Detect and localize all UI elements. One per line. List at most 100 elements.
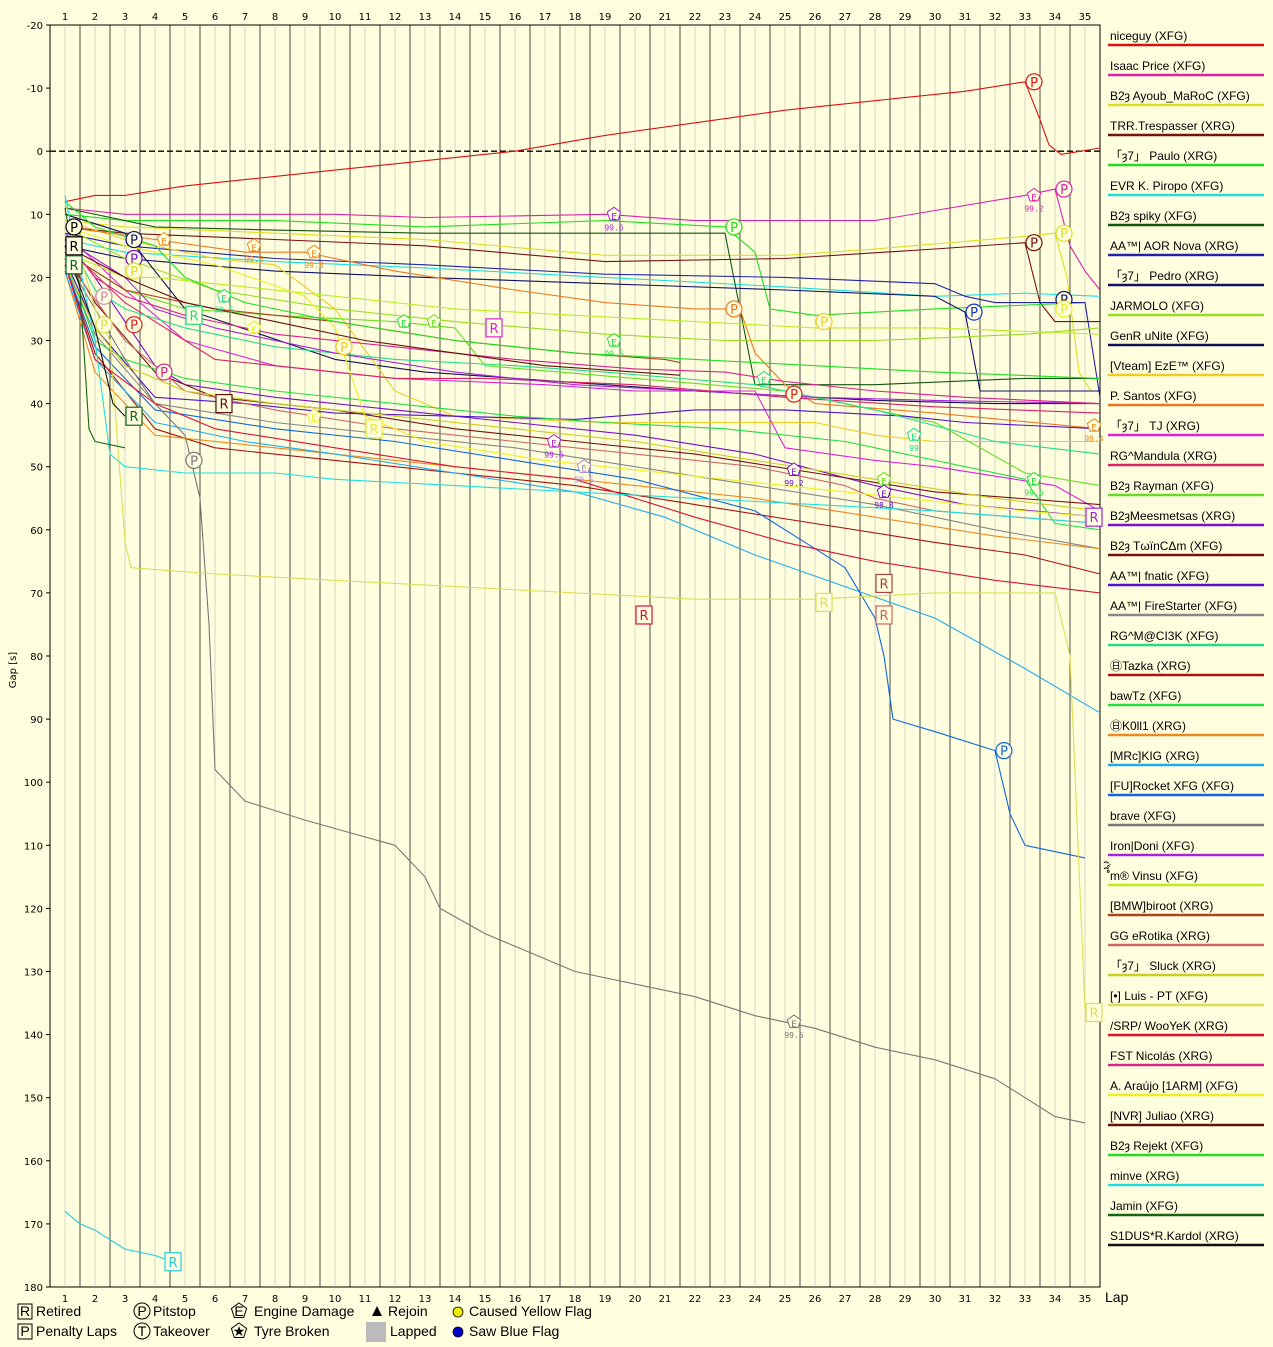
event-marker: E (306, 408, 322, 424)
footer-legend-item: Caused Yellow Flag (452, 1303, 592, 1319)
legend-entry-label: B2ȝ spiky (XFG) (1110, 209, 1197, 223)
event-marker-letter: R (1089, 511, 1098, 526)
pitstop-marker-circle (1055, 224, 1073, 242)
pitstop-marker-circle (725, 300, 743, 318)
x-tick-label-bottom: 33 (1019, 1294, 1032, 1305)
legend-entry-label: brave (XFG) (1110, 809, 1176, 823)
event-marker-value: 98.8 (874, 501, 893, 510)
event-marker-letter: P (70, 221, 78, 236)
retired-marker-box (815, 592, 833, 612)
engine-damage-marker (216, 288, 232, 303)
event-marker-value: 99.6 (604, 223, 623, 232)
y-tick-label: 160 (24, 1157, 43, 1168)
legend-entry-label: B2ȝ Ayoub_MaRoC (XFG) (1110, 89, 1250, 103)
event-marker-letter: R (879, 609, 888, 624)
event-marker-value: 99.2 (784, 479, 803, 488)
x-tick-label-top: 9 (302, 12, 308, 23)
legend-entry-label: RG^Mandula (XRG) (1110, 449, 1217, 463)
x-tick-label-bottom: 27 (839, 1294, 852, 1305)
x-tick-label-bottom: 28 (869, 1294, 882, 1305)
x-tick-label-bottom: 30 (929, 1294, 942, 1305)
engine-damage-marker (786, 1014, 802, 1029)
retired-marker-box (215, 394, 233, 414)
x-tick-label-top: 22 (689, 12, 702, 23)
event-marker: P (785, 385, 803, 403)
legend-entry-label: [Vteam] EzE™ (XFG) (1110, 359, 1225, 373)
pitstop-marker-circle (1055, 300, 1073, 318)
event-marker: E99.6 (544, 433, 564, 459)
engine-damage-marker (576, 459, 592, 473)
y-tick-label: 0 (37, 147, 43, 158)
y-tick-label: 30 (30, 337, 43, 348)
event-marker: E99.8 (304, 244, 324, 270)
legend-entry-label: 「ȝ7」 Paulo (XRG) (1110, 149, 1217, 163)
y-tick-label: 90 (30, 715, 43, 726)
event-marker-letter: R (219, 398, 228, 413)
event-marker-letter: P (130, 234, 138, 249)
x-tick-label-top: 19 (599, 12, 612, 23)
x-tick-label-top: 30 (929, 12, 942, 23)
event-marker: P (335, 338, 353, 356)
event-marker: E99.6 (604, 206, 624, 232)
pitstop-marker-circle (95, 287, 113, 305)
event-marker-letter: P (130, 252, 138, 267)
x-tick-label-top: 2 (92, 12, 98, 23)
x-tick-label-bottom: 8 (272, 1294, 278, 1305)
footer-legend-item: Rejoin (372, 1303, 428, 1319)
x-tick-label-top: 8 (272, 12, 278, 23)
x-tick-label-bottom: 35 (1079, 1294, 1092, 1305)
event-marker: E98.8 (874, 484, 894, 510)
event-marker-letter: E (581, 465, 587, 475)
series-line (64, 251, 1101, 487)
x-tick-label-top: 33 (1019, 12, 1032, 23)
footer-legend-label: Saw Blue Flag (469, 1323, 559, 1339)
footer-legend-label: Caused Yellow Flag (469, 1303, 592, 1319)
legend-entry-label: 「ȝ7」 Pedro (XRG) (1110, 269, 1219, 283)
event-marker-letter: E (251, 244, 257, 254)
y-tick-label: 80 (30, 652, 43, 663)
series-lines (64, 81, 1101, 1263)
event-marker-letter: P (1030, 237, 1038, 252)
y-tick-label: 70 (30, 589, 43, 600)
x-tick-label-bottom: 5 (182, 1294, 188, 1305)
engine-damage-marker (906, 427, 922, 442)
x-tick-label-bottom: 6 (212, 1294, 218, 1305)
event-marker: E99.5 (214, 288, 234, 314)
series-line (64, 195, 1101, 525)
event-marker-letter: E (761, 376, 767, 386)
event-marker: E99 (906, 427, 922, 453)
series-line (64, 239, 1101, 405)
x-tick-label-bottom: 13 (419, 1294, 432, 1305)
event-marker-letter: R (639, 609, 648, 624)
series-line (64, 81, 1101, 203)
legend-entry-label: [FU]Rocket XFG (XFG) (1110, 779, 1234, 793)
event-marker: R (164, 1252, 182, 1272)
event-marker: P (1025, 73, 1043, 91)
series-line (64, 220, 1100, 443)
event-marker: P (725, 300, 743, 318)
x-tick-label-bottom: 29 (899, 1294, 912, 1305)
event-marker-value: 99.8 (304, 261, 323, 270)
x-tick-label-top: 7 (242, 12, 248, 23)
event-marker-letter: R (819, 596, 828, 611)
x-tick-label-bottom: 25 (779, 1294, 792, 1305)
event-marker: R (65, 236, 83, 256)
series-line (64, 226, 1101, 430)
event-marker: R (1085, 1002, 1103, 1023)
footer-legend-label: Takeover (153, 1323, 210, 1339)
legend-entry-label: B2ȝ TωïnCΔm (XFG) (1110, 539, 1222, 553)
legend-entry-label: B2ȝ Rayman (XFG) (1110, 479, 1214, 493)
retired-marker-box (635, 605, 653, 625)
legend-entry-label: [MRc]KIG (XRG) (1110, 749, 1199, 763)
legend-entry-label: JARMOLO (XFG) (1110, 299, 1204, 313)
x-tick-label-top: 5 (182, 12, 188, 23)
footer-legend-label: Rejoin (388, 1303, 428, 1319)
legend-entry-label: AA™| AOR Nova (XRG) (1110, 239, 1238, 253)
event-marker: P (1025, 234, 1043, 252)
engine-damage-marker (1026, 471, 1042, 486)
x-tick-label-top: 32 (989, 12, 1002, 23)
x-tick-label-top: 26 (809, 12, 822, 23)
footer-legend-item: E Engine Damage (230, 1302, 355, 1319)
x-tick-label-bottom: 18 (569, 1294, 582, 1305)
x-tick-label-bottom: 19 (599, 1294, 612, 1305)
